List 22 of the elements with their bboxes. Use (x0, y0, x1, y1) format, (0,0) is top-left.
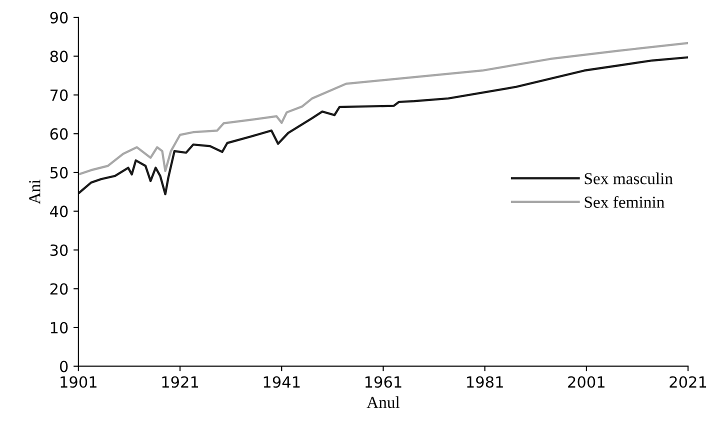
y-tick-label: 20 (50, 283, 68, 295)
x-tick-label: 1961 (365, 376, 402, 388)
y-tick-label: 10 (50, 322, 68, 334)
y-tick-label: 80 (50, 50, 68, 62)
y-tick-label: 40 (50, 206, 68, 218)
x-tick-label: 2001 (568, 376, 604, 388)
x-tick-label: 2021 (670, 376, 706, 388)
x-tick-label: 1941 (264, 376, 300, 388)
y-tick-label: 0 (60, 360, 68, 372)
x-tick-label: 1901 (60, 376, 96, 388)
legend-label: Sex masculin (584, 172, 673, 184)
y-tick-label: 70 (50, 89, 68, 101)
line-series (78, 56, 688, 196)
x-tick-label: 1921 (162, 376, 198, 388)
y-tick-label: 60 (50, 128, 68, 140)
x-axis-title: Anul (366, 396, 400, 408)
legend-label: Sex feminin (584, 196, 664, 208)
y-tick-label: 30 (50, 244, 68, 256)
y-axis-title: Ani (29, 180, 40, 204)
y-tick-label: 90 (50, 12, 68, 24)
x-tick-label: 1981 (467, 376, 503, 388)
y-tick-label: 50 (50, 166, 68, 178)
